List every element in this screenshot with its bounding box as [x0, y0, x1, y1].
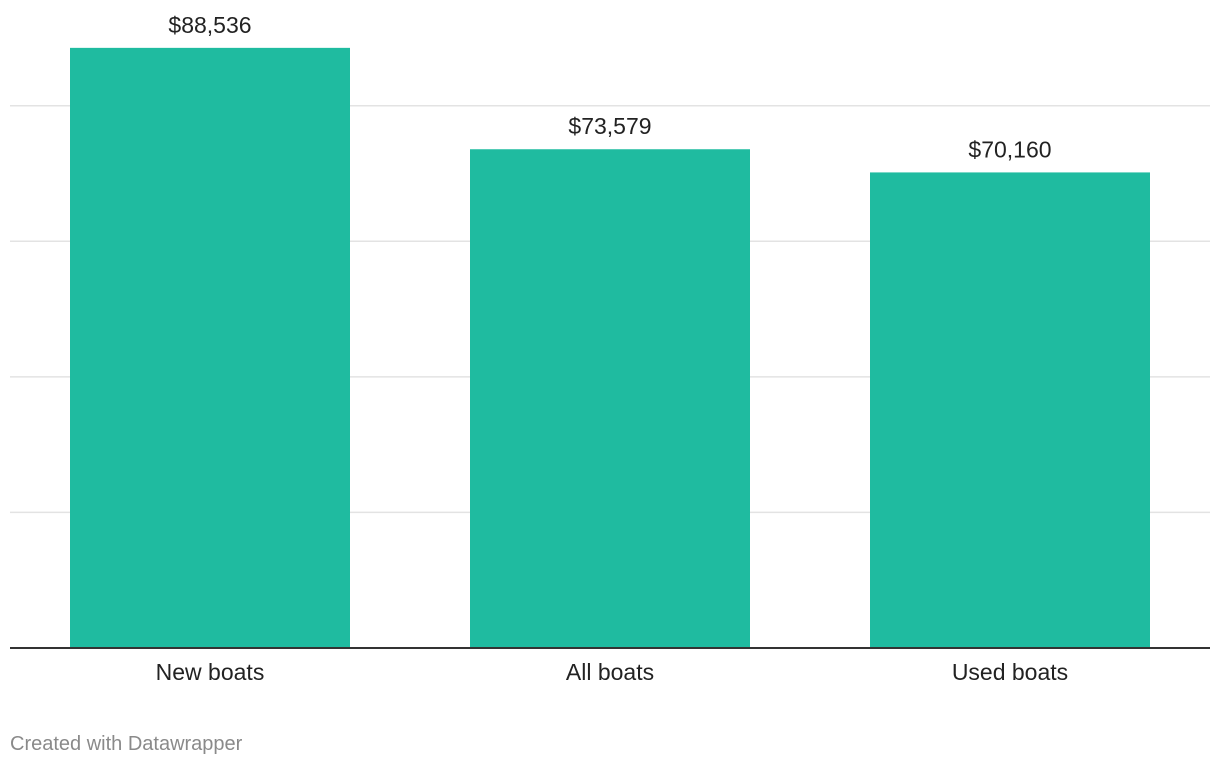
- bar-chart: $88,536 $73,579 $70,160 New boats All boats…: [10, 12, 1210, 685]
- bar-new-boats: [70, 47, 350, 649]
- bar-used-boats: [870, 172, 1150, 648]
- value-label: $73,579: [568, 113, 651, 139]
- bars: [70, 47, 1150, 649]
- category-label: New boats: [156, 659, 265, 685]
- category-labels: New boats All boats Used boats: [156, 659, 1069, 685]
- credit-text: Created with Datawrapper: [10, 733, 243, 755]
- value-label: $88,536: [168, 12, 251, 38]
- category-label: Used boats: [952, 659, 1068, 685]
- value-label: $70,160: [968, 136, 1051, 162]
- bar-all-boats: [470, 149, 750, 648]
- category-label: All boats: [566, 659, 654, 685]
- value-labels: $88,536 $73,579 $70,160: [168, 12, 1051, 163]
